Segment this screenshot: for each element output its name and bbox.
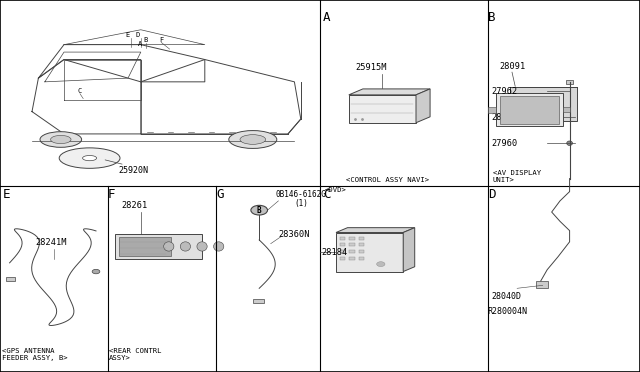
Text: C: C — [323, 188, 331, 201]
Bar — [336, 232, 403, 272]
Text: 28241M: 28241M — [35, 238, 67, 247]
Text: B: B — [488, 11, 495, 24]
Bar — [349, 257, 355, 260]
Text: 28261: 28261 — [122, 201, 148, 210]
Text: 27960: 27960 — [492, 139, 518, 148]
Bar — [488, 107, 496, 113]
Ellipse shape — [567, 115, 573, 119]
Bar — [340, 243, 345, 246]
Ellipse shape — [83, 155, 97, 161]
Ellipse shape — [229, 131, 277, 148]
Text: 0B146-6162G: 0B146-6162G — [275, 190, 326, 199]
Polygon shape — [349, 89, 430, 95]
Text: F: F — [108, 188, 115, 201]
Text: F: F — [159, 37, 163, 43]
Bar — [510, 87, 577, 121]
Text: 25920N: 25920N — [118, 166, 148, 174]
Ellipse shape — [40, 132, 82, 147]
Bar — [119, 237, 171, 256]
Text: 27962: 27962 — [492, 87, 518, 96]
Text: D: D — [488, 188, 495, 201]
Ellipse shape — [60, 148, 120, 168]
Text: G: G — [216, 188, 224, 201]
Bar — [359, 237, 364, 240]
Text: <AV DISPLAY
UNIT>: <AV DISPLAY UNIT> — [493, 170, 541, 183]
Bar — [359, 257, 364, 260]
Text: <CONTROL ASSY NAVI>: <CONTROL ASSY NAVI> — [346, 177, 429, 183]
Bar — [349, 237, 355, 240]
Bar — [6, 277, 15, 281]
Bar — [349, 250, 355, 253]
Text: 28360N: 28360N — [278, 230, 310, 239]
Ellipse shape — [51, 135, 71, 144]
Text: (1): (1) — [294, 199, 308, 208]
Bar — [340, 250, 345, 253]
Text: A: A — [138, 41, 141, 47]
Text: D: D — [136, 32, 140, 38]
Text: B: B — [257, 206, 262, 215]
Bar — [500, 96, 559, 124]
Text: 25915M: 25915M — [355, 63, 387, 72]
Bar — [349, 243, 355, 246]
Text: R280004N: R280004N — [488, 307, 528, 316]
Text: <DVD>: <DVD> — [325, 187, 347, 193]
Text: 28216: 28216 — [492, 113, 518, 122]
Text: C: C — [78, 88, 82, 94]
Polygon shape — [416, 89, 430, 123]
Ellipse shape — [240, 135, 266, 144]
Ellipse shape — [251, 205, 268, 215]
Bar — [340, 237, 345, 240]
Bar — [359, 243, 364, 246]
Bar — [536, 281, 548, 288]
Ellipse shape — [376, 262, 385, 266]
Bar — [340, 257, 345, 260]
Ellipse shape — [164, 242, 174, 251]
Ellipse shape — [214, 242, 224, 251]
Text: E: E — [3, 188, 11, 201]
Ellipse shape — [180, 242, 191, 251]
Polygon shape — [336, 228, 415, 232]
Bar — [496, 93, 563, 126]
Text: <GPS ANTENNA
FEEDER ASSY, B>: <GPS ANTENNA FEEDER ASSY, B> — [2, 348, 68, 361]
Ellipse shape — [567, 141, 573, 145]
Text: 28184: 28184 — [321, 247, 348, 257]
Text: 28091: 28091 — [499, 62, 525, 71]
Text: A: A — [323, 11, 331, 24]
Bar — [253, 299, 264, 303]
Bar — [563, 107, 570, 112]
Bar — [566, 80, 573, 84]
Bar — [115, 234, 202, 259]
Text: B: B — [144, 37, 148, 43]
Polygon shape — [403, 228, 415, 272]
Bar — [349, 95, 416, 123]
Bar — [359, 250, 364, 253]
Text: <REAR CONTRL
ASSY>: <REAR CONTRL ASSY> — [109, 348, 161, 361]
Text: 28040D: 28040D — [492, 292, 522, 301]
Ellipse shape — [92, 269, 100, 274]
Ellipse shape — [197, 242, 207, 251]
Text: E: E — [126, 32, 130, 38]
